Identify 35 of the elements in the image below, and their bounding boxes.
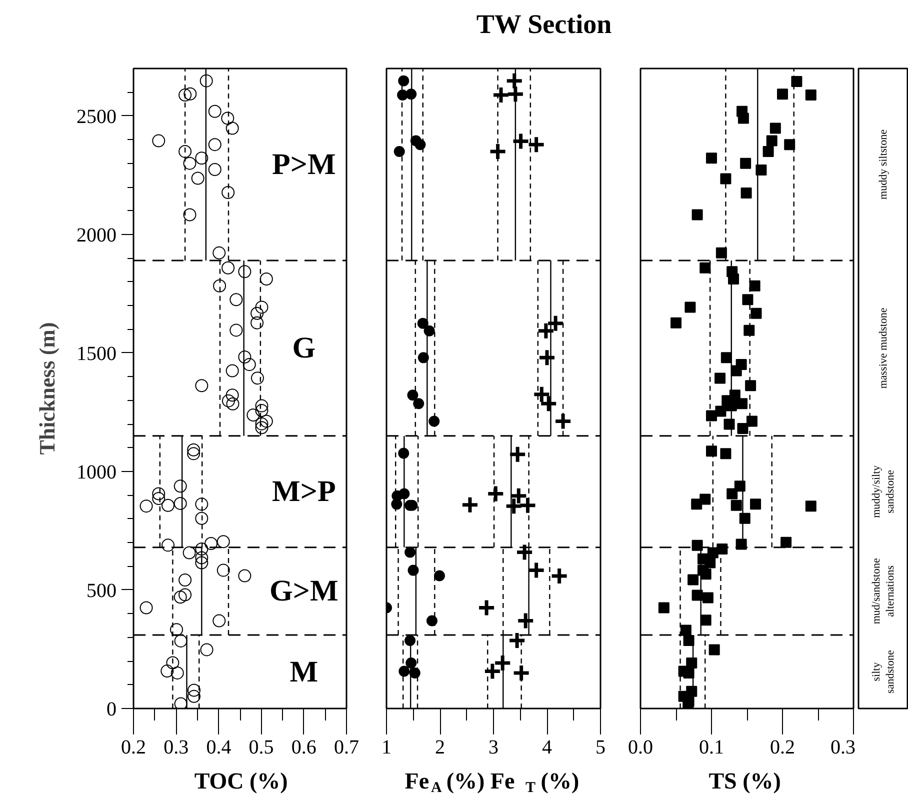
text: muddy/silty sandstone — [870, 464, 897, 518]
x-tick-label: 0.3 — [164, 736, 189, 758]
chart-title: TW Section — [476, 8, 612, 41]
annotation: G — [292, 332, 316, 365]
y-tick-label: 2500 — [76, 106, 116, 128]
x-tick-label: 0.4 — [206, 736, 232, 758]
y-tick-label: 2000 — [76, 224, 116, 246]
x-axis-title: TS (%) — [708, 768, 781, 794]
x-tick-label: 5 — [596, 736, 606, 758]
y-tick-label: 500 — [86, 580, 116, 602]
x-tick-label: 0.2 — [121, 736, 146, 758]
x-tick-label: 3 — [488, 736, 498, 758]
text: muddy siltstone — [878, 129, 890, 200]
y-tick-label: 1000 — [76, 461, 116, 484]
x-tick-label: 0.3 — [830, 736, 856, 758]
x-tick-label: 4 — [542, 736, 552, 758]
text: mud/sandstone alternations — [870, 558, 897, 624]
x-tick-label: 0.2 — [770, 736, 795, 758]
x-tick-label: 0.6 — [291, 736, 316, 758]
text: massive mudstone — [878, 308, 890, 389]
annotation: M>P — [272, 475, 336, 508]
annotation: G>M — [270, 574, 338, 608]
annotation: P>M — [272, 148, 336, 181]
annotation: M — [290, 655, 318, 688]
y-axis-title: Thickness (m) — [34, 322, 60, 455]
x-axis-title: TOC (%) — [194, 768, 288, 794]
x-tick-label: 0.0 — [628, 736, 653, 758]
x-tick-label: 0.1 — [699, 736, 724, 758]
y-tick-label: 1500 — [76, 342, 116, 365]
x-tick-label: 0.7 — [334, 736, 359, 758]
x-tick-label: 2 — [435, 736, 445, 758]
text: silty sandstone — [870, 650, 897, 694]
y-tick-label: 0 — [106, 698, 116, 720]
x-tick-label: 1 — [382, 736, 392, 758]
x-tick-label: 0.5 — [248, 736, 274, 758]
